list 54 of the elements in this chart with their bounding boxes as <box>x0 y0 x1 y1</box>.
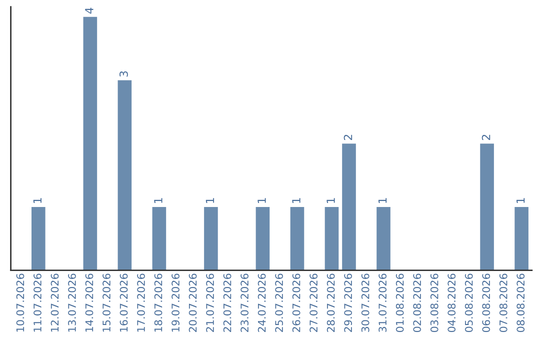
bar <box>256 206 270 270</box>
x-tick-label: 18.07.2026 <box>154 274 162 332</box>
data-label: 1 <box>33 198 42 203</box>
data-label: 1 <box>154 198 162 203</box>
bar <box>204 206 218 270</box>
data-label: 1 <box>516 198 525 203</box>
data-label: 2 <box>344 134 352 140</box>
bar <box>480 144 494 270</box>
x-tick-label: 21.07.2026 <box>206 274 214 332</box>
x-tick-label: 13.07.2026 <box>68 274 76 332</box>
x-tick-label: 02.08.2026 <box>413 274 422 332</box>
x-tick-label: 26.07.2026 <box>292 274 300 332</box>
x-tick-label: 08.08.2026 <box>516 274 525 332</box>
x-tick-label: 25.07.2026 <box>275 274 283 332</box>
x-tick-label: 03.08.2026 <box>430 274 438 332</box>
x-tick-label: 24.07.2026 <box>258 274 266 332</box>
bar <box>83 16 98 270</box>
x-tick-label: 19.07.2026 <box>172 274 180 332</box>
x-tick-label: 20.07.2026 <box>188 274 197 332</box>
x-tick-label: 17.07.2026 <box>137 274 145 332</box>
x-tick-label: 07.08.2026 <box>499 274 508 332</box>
bar <box>32 206 46 270</box>
bar <box>514 206 528 270</box>
bar <box>376 206 390 270</box>
data-label: 2 <box>482 134 490 140</box>
x-tick-label: 10.07.2026 <box>16 274 24 332</box>
x-tick-label: 23.07.2026 <box>240 274 248 332</box>
x-tick-label: 06.08.2026 <box>482 274 490 332</box>
bar <box>324 206 339 270</box>
x-tick-label: 29.07.2026 <box>344 274 352 332</box>
bar <box>290 206 304 270</box>
x-tick-label: 15.07.2026 <box>102 274 110 332</box>
x-tick-label: 11.07.2026 <box>34 274 42 332</box>
data-label: 3 <box>120 71 128 77</box>
data-label: 1 <box>258 198 266 203</box>
data-label: 1 <box>378 198 387 203</box>
data-label: 4 <box>85 8 94 14</box>
x-tick-label: 27.07.2026 <box>310 274 318 332</box>
x-tick-label: 28.07.2026 <box>326 274 335 332</box>
data-label: 1 <box>326 198 335 203</box>
x-tick-label: 16.07.2026 <box>120 274 128 332</box>
x-tick-label: 22.07.2026 <box>223 274 232 332</box>
x-tick-label: 30.07.2026 <box>361 274 370 332</box>
x-tick-label: 01.08.2026 <box>396 274 404 332</box>
x-tick-label: 12.07.2026 <box>50 274 59 332</box>
data-label: 1 <box>206 198 214 203</box>
x-tick-label: 14.07.2026 <box>85 274 94 332</box>
bar <box>342 144 356 270</box>
data-label: 1 <box>292 198 300 203</box>
bar <box>152 206 166 270</box>
bar <box>118 80 132 270</box>
x-tick-label: 31.07.2026 <box>378 274 387 332</box>
x-tick-label: 04.08.2026 <box>448 274 456 332</box>
x-tick-label: 05.08.2026 <box>464 274 473 332</box>
